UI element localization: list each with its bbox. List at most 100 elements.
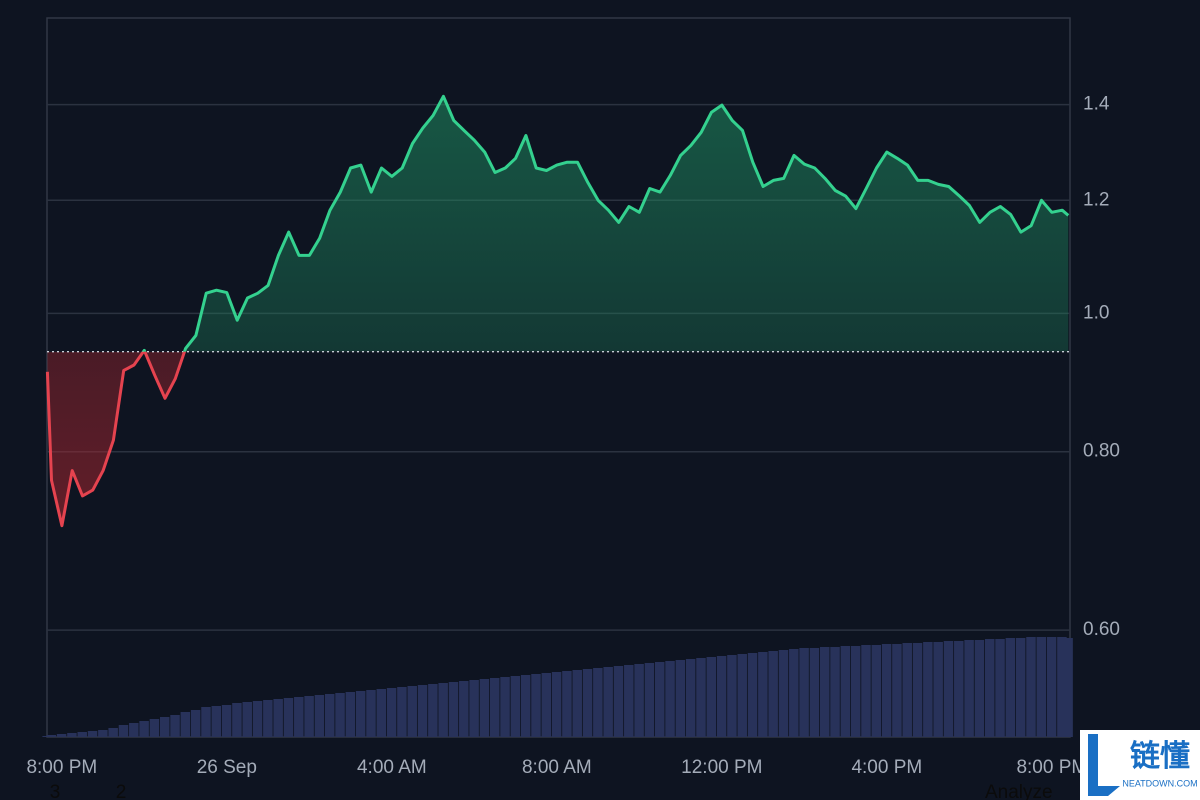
volume-bar <box>221 705 232 737</box>
volume-bar <box>624 665 634 737</box>
volume-bar <box>593 668 603 737</box>
volume-bar <box>355 691 366 737</box>
volume-bar <box>438 683 448 737</box>
x-tick-label: 8:00 PM <box>1016 757 1087 778</box>
volume-bar <box>1046 637 1057 737</box>
x-tick-label: 26 Sep <box>197 757 257 778</box>
volume-bar <box>180 712 191 737</box>
x-tick-label: 12:00 PM <box>681 757 762 778</box>
volume-bar <box>159 717 170 737</box>
volume-bar <box>737 654 747 737</box>
volume-bar <box>56 734 67 737</box>
volume-bar <box>675 660 686 737</box>
volume-bar <box>551 672 562 737</box>
volume-bar <box>572 670 582 737</box>
volume-bar <box>789 649 799 737</box>
volume-bar <box>407 686 417 737</box>
volume-bar <box>397 687 407 737</box>
volume-bar <box>562 671 572 737</box>
volume-bar <box>1063 638 1073 737</box>
volume-bar <box>294 697 304 737</box>
y-tick-label: 1.2 <box>1083 189 1109 210</box>
volume-bar <box>974 640 985 737</box>
volume-bar <box>943 641 954 737</box>
volume-bar <box>242 702 252 737</box>
volume-bar <box>345 692 356 737</box>
volume-bar <box>819 647 830 737</box>
volume-bar <box>541 673 552 737</box>
volume-bar <box>830 647 840 737</box>
volume-bar <box>366 690 376 737</box>
volume-bar <box>768 651 778 737</box>
annotation[interactable]: Analyze <box>985 782 1053 800</box>
volume-bar <box>809 648 820 737</box>
volume-bar <box>531 674 541 737</box>
volume-bar <box>448 682 459 737</box>
y-tick-label: 1.0 <box>1083 302 1109 323</box>
volume-bar <box>613 666 624 737</box>
volume-bar <box>582 669 593 737</box>
volume-bar <box>892 644 902 737</box>
plot <box>45 94 1070 528</box>
volume-bar <box>696 658 706 737</box>
volume-bar <box>500 677 510 737</box>
price-line <box>141 94 1070 352</box>
volume-bar <box>665 661 675 737</box>
volume-bar <box>335 693 345 737</box>
volume-bar <box>716 656 727 737</box>
volume-bar <box>283 698 294 737</box>
volume-bar <box>149 719 160 737</box>
volume-bar <box>840 646 851 737</box>
volume-bar <box>933 642 943 737</box>
x-tick-label: 8:00 PM <box>26 757 97 778</box>
volume-bar <box>459 681 469 737</box>
watermark: 链懂 NEATDOWN.COM <box>1080 730 1200 800</box>
volume-bar <box>881 644 892 737</box>
volume-bar <box>304 696 314 737</box>
volume-bar <box>263 700 273 737</box>
watermark-subtitle: NEATDOWN.COM <box>1122 778 1197 788</box>
volume-bar <box>1005 638 1016 737</box>
volume-bar <box>871 645 882 737</box>
volume-bar <box>1015 638 1026 737</box>
y-tick-label: 0.80 <box>1083 441 1120 462</box>
volume-bar <box>778 650 789 737</box>
volume-bar <box>850 646 861 737</box>
volume-bar <box>190 710 201 737</box>
volume-bar <box>386 688 397 737</box>
volume-bar <box>232 703 242 737</box>
volume-bar <box>727 655 737 737</box>
volume-bar <box>314 695 325 737</box>
volume-bar <box>520 675 531 737</box>
volume-bar <box>964 640 974 737</box>
volume-bar <box>118 725 129 737</box>
volume-bar <box>912 643 923 737</box>
x-tick-label: 8:00 AM <box>522 757 592 778</box>
annotation: 2 <box>116 782 127 800</box>
volume-bar <box>747 653 758 737</box>
volume-bar <box>324 694 335 737</box>
volume-bar <box>861 645 871 737</box>
area-up <box>143 96 1069 352</box>
volume-bar <box>654 662 665 737</box>
volume-bar <box>1036 637 1047 737</box>
volume-bar <box>87 731 98 737</box>
volume-bar <box>799 648 809 737</box>
volume-bar <box>489 678 500 737</box>
volume-bar <box>201 707 211 737</box>
volume-bar <box>211 706 222 737</box>
volume-bar <box>417 685 428 737</box>
volume-bar <box>170 715 180 737</box>
volume-bar <box>479 679 490 737</box>
volume-bar <box>139 721 149 737</box>
volume-bars <box>42 637 1073 737</box>
volume-bar <box>46 735 57 737</box>
volume-bar <box>129 723 139 737</box>
axis-labels: 0.60 0.80 1.0 1.2 1.4 8:00 PM 26 Sep 4:00 AM 8:0… <box>26 94 1120 778</box>
volume-bar <box>995 639 1005 737</box>
watermark-title: 链懂 <box>1130 739 1190 773</box>
x-tick-label: 4:00 AM <box>357 757 427 778</box>
volume-bar <box>685 659 696 737</box>
y-tick-label: 1.4 <box>1083 94 1110 115</box>
